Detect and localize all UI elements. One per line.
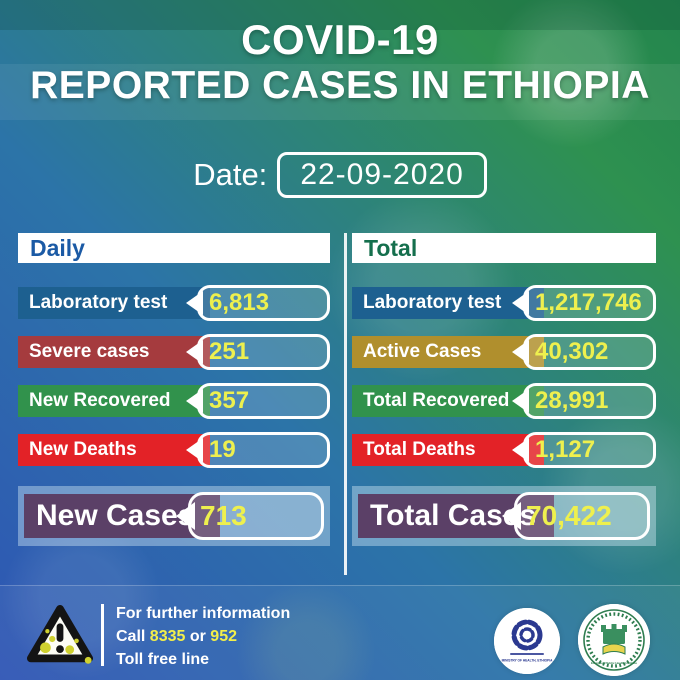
stat-label: Severe cases [18, 336, 210, 368]
total-highlight-panel: Total Cases 70,422 [352, 486, 656, 546]
total-row-total-cases: Total Cases 70,422 [358, 492, 650, 540]
arrow-left-icon [186, 438, 203, 462]
stat-value: 6,813 [209, 289, 270, 316]
daily-row-laboratory-test: Laboratory test 6,813 [18, 285, 330, 321]
total-row-total-recovered: Total Recovered 28,991 [352, 383, 656, 419]
daily-column: Daily Laboratory test 6,813 Severe cases… [18, 233, 330, 546]
stat-value: 1,127 [535, 436, 596, 463]
stat-value: 251 [209, 338, 250, 365]
total-row-laboratory-test: Laboratory test 1,217,746 [352, 285, 656, 321]
stat-label: New Deaths [18, 434, 210, 466]
info-line3: Toll free line [116, 651, 210, 669]
stat-label-text: New Recovered [29, 390, 171, 411]
arrow-left-icon [186, 340, 203, 364]
daily-row-new-deaths: New Deaths 19 [18, 432, 330, 468]
page-title-line1: COVID-19 [241, 16, 439, 63]
stat-value-box: 1,217,746 [523, 285, 656, 321]
stat-label-text: Laboratory test [29, 292, 168, 313]
stat-value: 1,217,746 [535, 289, 642, 316]
stat-value: 713 [200, 500, 247, 531]
stat-value: 40,302 [535, 338, 609, 365]
daily-row-new-cases: New Cases 713 [24, 492, 324, 540]
title-highlight-band [0, 64, 680, 120]
stat-value: 357 [209, 387, 250, 414]
stat-value-box: 251 [197, 334, 330, 370]
stat-label-text: Severe cases [29, 341, 150, 362]
date-row: Date: 22-09-2020 [0, 152, 680, 198]
total-row-total-deaths: Total Deaths 1,127 [352, 432, 656, 468]
ephi-caption: Ethiopian Public Health Institute [591, 661, 637, 665]
arrow-left-icon [186, 291, 203, 315]
arrow-left-icon [186, 389, 203, 413]
top-shade-band [0, 0, 680, 30]
arrow-left-icon [502, 502, 521, 530]
stat-label-text: Total Recovered [363, 390, 510, 411]
daily-row-severe-cases: Severe cases 251 [18, 334, 330, 370]
stat-label: Laboratory test [18, 287, 210, 319]
date-value-box: 22-09-2020 [277, 152, 487, 198]
moh-caption: MINISTRY OF HEALTH, ETHIOPIA [502, 659, 553, 663]
daily-highlight-panel: New Cases 713 [18, 486, 330, 546]
total-header: Total [352, 233, 656, 263]
public-health-institute-logo: Ethiopian Public Health Institute [578, 604, 650, 676]
date-label: Date: [193, 157, 268, 192]
arrow-left-icon [512, 340, 529, 364]
stat-value-box: 19 [197, 432, 330, 468]
arrow-left-icon [512, 389, 529, 413]
total-row-active-cases: Active Cases 40,302 [352, 334, 656, 370]
footer-info: For further information Call 8335 or 952… [116, 602, 290, 672]
stat-value-box: 40,302 [523, 334, 656, 370]
stat-value: 28,991 [535, 387, 609, 414]
info-line2: Call 8335 or 952 [116, 625, 290, 648]
stat-value-box: 713 [188, 492, 324, 540]
stat-label-text: New Cases [36, 499, 195, 532]
arrow-left-icon [176, 502, 195, 530]
footer: For further information Call 8335 or 952… [0, 598, 680, 680]
phone-number-2: 952 [210, 628, 237, 646]
arrow-left-icon [512, 291, 529, 315]
page-title-line2: REPORTED CASES IN ETHIOPIA [30, 64, 650, 107]
info-line1: For further information [116, 605, 291, 622]
warning-triangle-icon [26, 604, 94, 666]
footer-shade-band [0, 585, 680, 680]
footer-divider-line [101, 604, 104, 666]
daily-row-new-recovered: New Recovered 357 [18, 383, 330, 419]
daily-header: Daily [18, 233, 330, 263]
call-prefix: Call [116, 628, 146, 646]
arrow-left-icon [512, 438, 529, 462]
ministry-of-health-logo: MINISTRY OF HEALTH, ETHIOPIA [494, 608, 560, 674]
stat-label-text: Active Cases [363, 341, 482, 362]
stat-label-text: Laboratory test [363, 292, 502, 313]
stat-value-box: 70,422 [514, 492, 650, 540]
column-divider [344, 233, 347, 575]
stat-label-text: Total Deaths [363, 439, 476, 460]
stat-value-box: 28,991 [523, 383, 656, 419]
stat-value-box: 6,813 [197, 285, 330, 321]
stat-label: New Recovered [18, 385, 210, 417]
call-conjunction: or [189, 628, 206, 646]
stat-value-box: 357 [197, 383, 330, 419]
stat-value-box: 1,127 [523, 432, 656, 468]
stat-label-text: New Deaths [29, 439, 137, 460]
total-column: Total Laboratory test 1,217,746 Active C… [352, 233, 656, 546]
stat-value: 70,422 [526, 500, 612, 531]
stat-value: 19 [209, 436, 236, 463]
phone-number-1: 8335 [149, 628, 186, 646]
